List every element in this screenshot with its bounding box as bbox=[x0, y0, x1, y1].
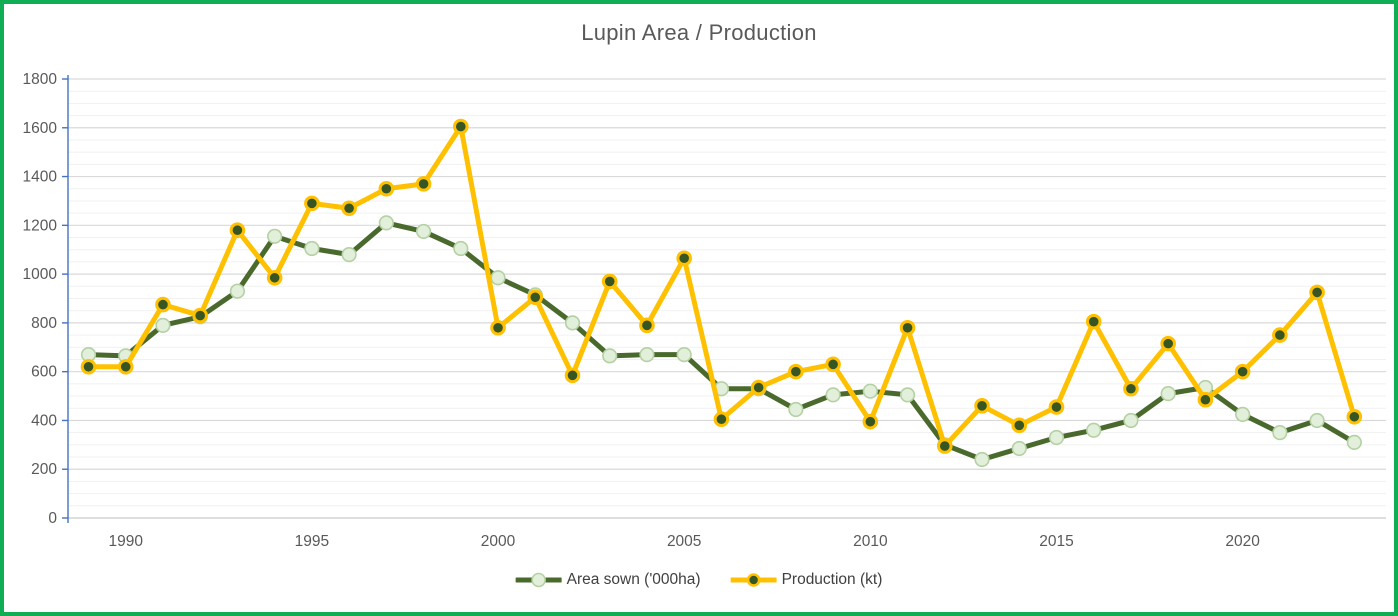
area-sown-marker[interactable] bbox=[639, 346, 655, 363]
legend-swatch-marker bbox=[746, 573, 761, 587]
area-sown-marker[interactable] bbox=[453, 240, 469, 257]
area-sown-marker[interactable] bbox=[676, 346, 692, 363]
x-axis-label: 2015 bbox=[1039, 533, 1073, 550]
production-marker[interactable] bbox=[192, 307, 208, 324]
production-marker[interactable] bbox=[304, 195, 320, 212]
x-axis-label: 1990 bbox=[108, 533, 143, 550]
x-axis-label: 2005 bbox=[667, 533, 701, 550]
production-marker[interactable] bbox=[936, 438, 953, 454]
legend-entry-production[interactable]: Production (kt) bbox=[730, 571, 883, 589]
y-axis-label: 1200 bbox=[23, 217, 58, 234]
y-axis-label: 1400 bbox=[23, 169, 58, 186]
y-axis-label: 1600 bbox=[23, 120, 58, 137]
area-sown-marker[interactable] bbox=[1123, 412, 1139, 429]
area-sown-marker[interactable] bbox=[825, 387, 841, 403]
area-sown-marker[interactable] bbox=[378, 215, 394, 231]
area-sown-marker[interactable] bbox=[415, 223, 432, 240]
production-marker[interactable] bbox=[601, 273, 618, 290]
area-sown-marker[interactable] bbox=[155, 317, 171, 333]
production-legend-swatch bbox=[730, 573, 777, 587]
area-sown-marker[interactable] bbox=[1309, 412, 1325, 429]
area-sown-marker[interactable] bbox=[267, 228, 283, 244]
y-axis-label: 600 bbox=[31, 364, 57, 381]
production-marker[interactable] bbox=[825, 356, 841, 373]
chart-title: Lupin Area / Production bbox=[581, 20, 817, 45]
area-sown-marker[interactable] bbox=[788, 401, 804, 418]
production-marker[interactable] bbox=[788, 363, 804, 380]
production-marker[interactable] bbox=[862, 413, 879, 430]
y-axis-label: 200 bbox=[31, 461, 57, 478]
area-sown-marker[interactable] bbox=[899, 387, 916, 403]
production-marker[interactable] bbox=[974, 398, 990, 414]
production-marker[interactable] bbox=[750, 379, 767, 396]
production-marker[interactable] bbox=[155, 296, 171, 313]
area-sown-marker[interactable] bbox=[1346, 434, 1362, 450]
area-sown-marker[interactable] bbox=[1048, 429, 1065, 446]
production-marker[interactable] bbox=[453, 118, 469, 135]
area-sown-marker[interactable] bbox=[1086, 422, 1102, 438]
area-sown-legend-swatch bbox=[515, 572, 562, 588]
x-axis-label: 1995 bbox=[295, 533, 329, 550]
production-marker[interactable] bbox=[1011, 417, 1028, 434]
production-marker[interactable] bbox=[1309, 284, 1325, 301]
production-marker[interactable] bbox=[341, 200, 357, 217]
production-marker[interactable] bbox=[266, 269, 283, 286]
area-sown-marker[interactable] bbox=[1272, 425, 1288, 441]
production-marker[interactable] bbox=[117, 358, 134, 375]
production-marker[interactable] bbox=[229, 222, 246, 239]
area-sown-marker[interactable] bbox=[564, 315, 581, 331]
y-axis-label: 800 bbox=[31, 315, 57, 332]
production-marker[interactable] bbox=[564, 367, 581, 384]
y-axis-label: 1000 bbox=[23, 266, 58, 283]
production-marker[interactable] bbox=[1234, 363, 1251, 380]
area-sown-marker[interactable] bbox=[1235, 406, 1251, 422]
production-marker[interactable] bbox=[80, 358, 97, 375]
production-marker[interactable] bbox=[1123, 380, 1139, 397]
production-marker[interactable] bbox=[1048, 399, 1065, 415]
production-marker[interactable] bbox=[1272, 327, 1288, 343]
production-marker[interactable] bbox=[639, 317, 655, 334]
production-marker[interactable] bbox=[1085, 313, 1102, 330]
area-sown-marker[interactable] bbox=[341, 247, 357, 263]
y-axis-label: 0 bbox=[48, 510, 57, 527]
production-marker[interactable] bbox=[1346, 408, 1363, 425]
legend-label-area-sown: Area sown ('000ha) bbox=[566, 571, 701, 588]
production-marker[interactable] bbox=[1197, 391, 1214, 408]
y-axis-label: 400 bbox=[31, 412, 57, 429]
production-marker[interactable] bbox=[378, 180, 395, 197]
area-sown-marker[interactable] bbox=[1011, 440, 1027, 457]
y-axis-label: 1800 bbox=[23, 71, 58, 88]
x-axis-label: 2020 bbox=[1225, 533, 1260, 550]
x-axis-label: 2010 bbox=[853, 533, 888, 550]
area-sown-marker[interactable] bbox=[1160, 386, 1176, 402]
legend-label-production: Production (kt) bbox=[781, 571, 883, 588]
area-sown-marker[interactable] bbox=[490, 270, 506, 286]
production-marker[interactable] bbox=[676, 250, 692, 267]
production-marker[interactable] bbox=[713, 411, 730, 428]
area-sown-marker[interactable] bbox=[304, 240, 320, 257]
x-axis-label: 2000 bbox=[481, 533, 516, 550]
production-marker[interactable] bbox=[1160, 335, 1176, 352]
area-sown-marker[interactable] bbox=[229, 283, 246, 299]
area-sown-marker[interactable] bbox=[602, 348, 618, 364]
area-sown-marker[interactable] bbox=[974, 451, 990, 468]
production-marker[interactable] bbox=[490, 319, 506, 336]
legend-entry-area-sown[interactable]: Area sown ('000ha) bbox=[515, 571, 701, 589]
production-marker[interactable] bbox=[899, 319, 916, 336]
production-marker[interactable] bbox=[415, 176, 432, 192]
production-marker[interactable] bbox=[527, 289, 544, 306]
legend-swatch-marker bbox=[531, 572, 546, 588]
area-sown-marker[interactable] bbox=[862, 383, 878, 399]
legend: Area sown ('000ha) Production (kt) bbox=[515, 571, 883, 589]
